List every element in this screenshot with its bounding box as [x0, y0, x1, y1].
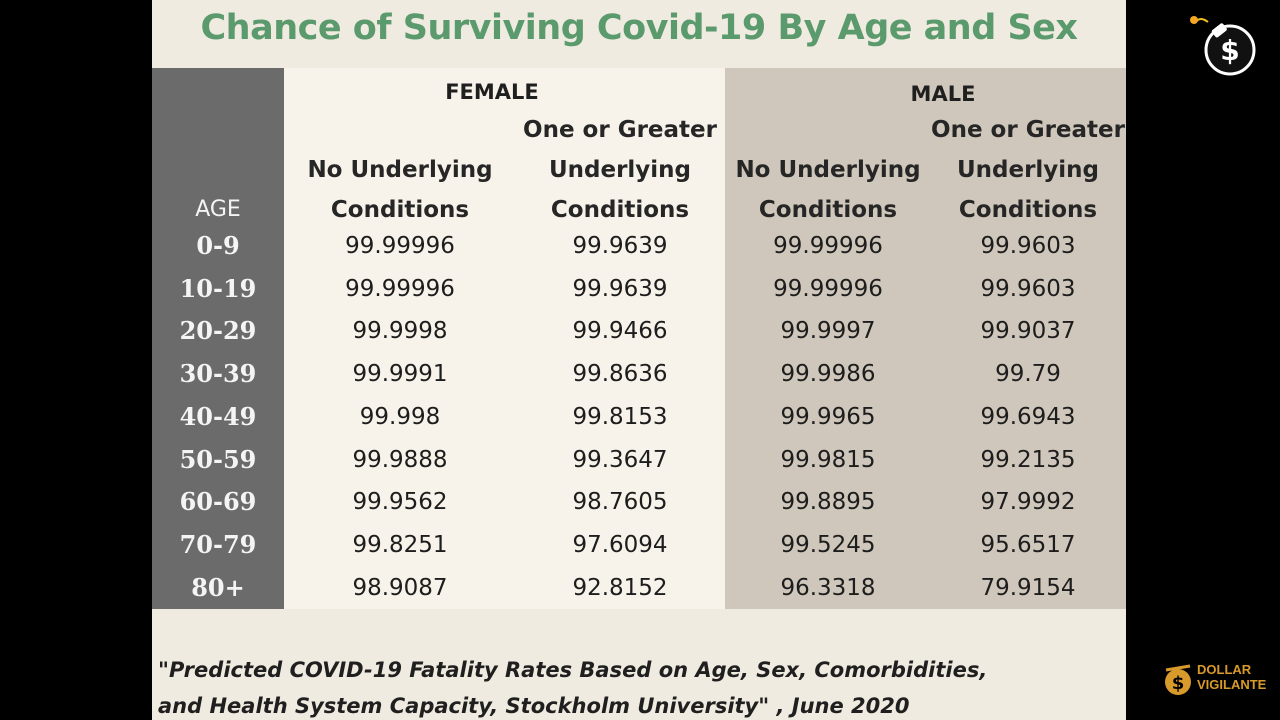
table-cell-f-one: 99.8153: [572, 404, 668, 430]
table-cell-f-no: 99.9888: [352, 447, 448, 473]
table-cell-f-one: 99.9466: [572, 318, 668, 344]
female-no-underlying-header: No Underlying Conditions: [307, 157, 493, 223]
table-cell-m-one: 99.9603: [980, 276, 1076, 302]
table-cell-m-no: 96.3318: [780, 575, 876, 601]
female-column-bg: [284, 68, 725, 609]
table-cell-m-one: 99.79: [995, 361, 1061, 387]
table-cell-m-one: 99.2135: [980, 447, 1076, 473]
table-cell-f-no: 99.8251: [352, 532, 448, 558]
table-cell-m-no: 99.99996: [773, 276, 883, 302]
age-column-bg: [152, 68, 284, 609]
table-cell-f-one: 97.6094: [572, 532, 668, 558]
citation-line-1: "Predicted COVID-19 Fatality Rates Based…: [158, 658, 988, 682]
age-label: 40-49: [179, 402, 257, 431]
table-cell-m-one: 95.6517: [980, 532, 1076, 558]
table-cell-m-one: 97.9992: [980, 489, 1076, 515]
citation: "Predicted COVID-19 Fatality Rates Based…: [158, 652, 1118, 720]
table-cell-m-one: 79.9154: [980, 575, 1076, 601]
age-label: 0-9: [196, 231, 240, 260]
male-no-underlying-header: No Underlying Conditions: [735, 157, 921, 223]
age-label: 70-79: [179, 530, 257, 559]
female-one-or-greater-header: One or Greater Underlying Conditions: [523, 117, 717, 223]
table-cell-f-one: 98.7605: [572, 489, 668, 515]
bomb-dollar-icon: $: [1190, 16, 1256, 76]
table-cell-f-no: 99.9991: [352, 361, 448, 387]
table-cell-f-no: 98.9087: [352, 575, 448, 601]
table-cell-f-no: 99.99996: [345, 276, 455, 302]
age-label: 20-29: [179, 316, 257, 345]
table-cell-m-one: 99.6943: [980, 404, 1076, 430]
table-cell-f-no: 99.9998: [352, 318, 448, 344]
table-cell-m-one: 99.9603: [980, 233, 1076, 259]
table-cell-m-no: 99.9986: [780, 361, 876, 387]
table-cell-m-no: 99.9815: [780, 447, 876, 473]
svg-text:$: $: [1220, 34, 1239, 67]
slide-title: Chance of Surviving Covid-19 By Age and …: [200, 8, 1078, 48]
age-label: 60-69: [179, 487, 257, 516]
logo-text-dollar: DOLLAR: [1197, 662, 1252, 677]
table-cell-m-no: 99.8895: [780, 489, 876, 515]
table-cell-f-one: 99.9639: [572, 233, 668, 259]
table-cell-f-no: 99.998: [359, 404, 441, 430]
table-cell-m-no: 99.99996: [773, 233, 883, 259]
table-cell-f-one: 99.3647: [572, 447, 668, 473]
table-cell-m-no: 99.9965: [780, 404, 876, 430]
male-header: MALE: [910, 82, 976, 106]
svg-text:$: $: [1172, 673, 1185, 694]
age-label: 10-19: [179, 274, 257, 303]
citation-line-2: and Health System Capacity, Stockholm Un…: [158, 694, 910, 718]
male-one-or-greater-header: One or Greater Underlying Conditions: [931, 117, 1125, 223]
dollar-vigilante-icon: $: [1165, 664, 1191, 695]
age-label: 30-39: [179, 359, 257, 388]
female-header: FEMALE: [445, 80, 539, 104]
table-cell-m-one: 99.9037: [980, 318, 1076, 344]
dollar-vigilante-logo: $ DOLLAR VIGILANTE: [1162, 656, 1266, 702]
logo-text-vigilante: VIGILANTE: [1197, 677, 1267, 692]
table-cell-m-no: 99.9997: [780, 318, 876, 344]
slide: Chance of Surviving Covid-19 By Age and …: [152, 0, 1126, 720]
male-column-bg: [725, 68, 1126, 609]
age-header: AGE: [195, 197, 241, 222]
table-cell-f-one: 99.9639: [572, 276, 668, 302]
table-cell-m-no: 99.5245: [780, 532, 876, 558]
table-cell-f-no: 99.9562: [352, 489, 448, 515]
table-cell-f-no: 99.99996: [345, 233, 455, 259]
table-cell-f-one: 92.8152: [572, 575, 668, 601]
age-label: 50-59: [179, 445, 257, 474]
age-label: 80+: [191, 573, 245, 602]
table-cell-f-one: 99.8636: [572, 361, 668, 387]
